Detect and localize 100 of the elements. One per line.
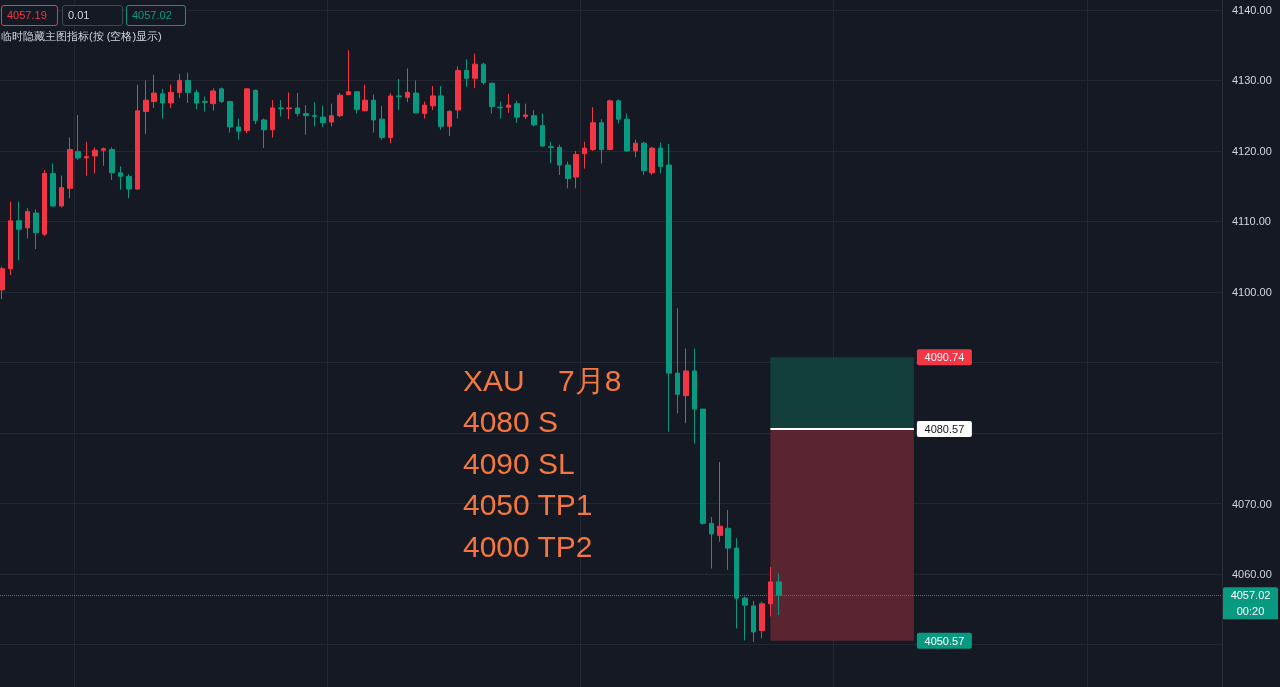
candlestick — [202, 96, 208, 112]
candlestick — [151, 74, 157, 109]
candlestick — [261, 118, 267, 149]
candlestick — [177, 73, 182, 99]
candlestick — [278, 99, 284, 117]
candlestick — [0, 266, 5, 300]
candlestick — [481, 62, 486, 86]
candlestick — [270, 99, 275, 139]
candlestick — [725, 509, 731, 571]
candlestick — [227, 100, 233, 134]
annotation: 4080 S — [463, 405, 559, 438]
candlestick — [709, 516, 714, 569]
candlestick — [523, 103, 528, 120]
candlestick — [379, 105, 385, 141]
candlestick — [472, 53, 478, 89]
candlestick — [464, 58, 469, 88]
candlestick — [92, 146, 98, 175]
candlestick — [514, 100, 520, 124]
candlestick — [573, 150, 579, 189]
annotation: XAU 7月8 — [463, 363, 622, 397]
candlestick — [286, 91, 292, 120]
candlestick — [16, 201, 22, 261]
candlestick — [590, 106, 596, 152]
candlestick — [557, 144, 562, 176]
candlestick — [118, 165, 123, 191]
text: 00:20 — [1236, 605, 1265, 618]
candlestick — [101, 146, 106, 167]
candlestick — [540, 113, 545, 148]
candlestick — [160, 88, 165, 119]
candlestick — [312, 101, 317, 127]
candlestick — [210, 87, 216, 112]
candlestick — [42, 169, 47, 237]
buy-price-field: 4057.02 — [126, 5, 186, 26]
candlestick — [135, 84, 140, 191]
y-tick-label: 4130.00 — [1232, 74, 1272, 87]
candlestick — [329, 103, 334, 127]
candlestick — [126, 173, 132, 199]
candlestick — [607, 98, 613, 151]
candlestick — [59, 175, 64, 208]
candlestick — [751, 600, 756, 643]
candlestick — [185, 72, 191, 104]
candlestick — [371, 94, 376, 134]
candlestick — [405, 67, 410, 103]
candlestick — [768, 566, 773, 617]
candlestick — [413, 79, 419, 115]
candlestick — [565, 161, 571, 189]
candlestick — [666, 143, 672, 433]
candlestick — [438, 85, 444, 131]
candlestick — [616, 98, 621, 124]
candlestick — [692, 347, 697, 445]
candlestick — [33, 208, 39, 250]
y-tick-label: 4120.00 — [1232, 144, 1272, 157]
y-tick-label: 4140.00 — [1232, 3, 1272, 16]
candlestick — [236, 118, 241, 141]
candlestick — [455, 65, 461, 119]
candlestick — [303, 104, 309, 136]
candlestick — [219, 86, 224, 104]
candlestick — [244, 87, 250, 134]
lot-size-field: 0.01 — [62, 5, 123, 26]
candlestick — [295, 92, 300, 117]
candlestick — [362, 84, 368, 112]
candlestick — [422, 101, 427, 119]
candlestick — [25, 207, 30, 239]
candlestick — [354, 91, 360, 115]
ref-line-label: 4057.02 — [1230, 589, 1271, 602]
candlestick — [700, 408, 706, 526]
ref-line-label: 4080.57 — [924, 423, 965, 436]
candlestick — [506, 93, 511, 114]
candlestick — [717, 461, 723, 543]
candlestick — [320, 105, 326, 128]
candlestick — [582, 141, 587, 170]
candlestick — [548, 141, 554, 164]
annotation: 4050 TP1 — [463, 488, 593, 521]
candlestick — [599, 118, 604, 165]
candlestick — [194, 89, 199, 110]
candlestick — [8, 201, 13, 276]
annotation: 临时隐藏主图指标(按 (空格)显示) — [1, 30, 162, 43]
candlestick — [396, 78, 402, 111]
candlestick — [143, 79, 149, 135]
candlestick — [346, 49, 351, 96]
candlestick — [84, 141, 89, 177]
candlestick — [67, 137, 73, 199]
y-tick-label: 4060.00 — [1232, 568, 1272, 581]
candlestick — [531, 109, 537, 127]
candlestick — [675, 307, 680, 414]
band-label: 4090.74 — [924, 351, 965, 364]
candlestick — [337, 92, 343, 118]
candlestick — [388, 92, 393, 144]
candlestick — [683, 347, 689, 424]
sell-price-field: 4057.19 — [1, 5, 58, 26]
candlestick — [633, 139, 638, 158]
y-tick-label: 4100.00 — [1232, 286, 1272, 299]
candlestick — [489, 82, 495, 115]
candlestick — [641, 141, 647, 176]
candlestick — [75, 114, 81, 161]
candlestick — [253, 89, 258, 125]
candlestick — [447, 109, 452, 137]
candlestick — [759, 601, 765, 639]
y-tick-label: 4070.00 — [1232, 497, 1272, 510]
y-tick-label: 4110.00 — [1232, 215, 1271, 228]
